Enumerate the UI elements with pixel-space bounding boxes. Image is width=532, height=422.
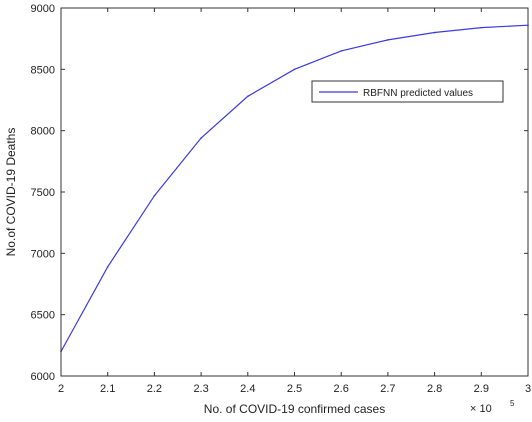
series-line bbox=[60, 24, 529, 352]
x-tick-label: 2.4 bbox=[240, 383, 255, 395]
data-point bbox=[433, 31, 436, 34]
y-tick-label: 7500 bbox=[31, 187, 55, 199]
y-tick-label: 8000 bbox=[31, 126, 55, 138]
data-point bbox=[387, 39, 389, 41]
x-tick-label: 2.9 bbox=[474, 383, 489, 395]
y-tick-label: 6500 bbox=[31, 310, 55, 322]
x-tick-label: 2 bbox=[58, 383, 64, 395]
x-axis-ticks: 2 2.1 2.2 2.3 2.4 2.5 2.6 2.7 2.8 2.9 3 bbox=[58, 8, 531, 395]
x-axis-multiplier-exponent: 5 bbox=[510, 399, 515, 408]
x-axis-label: No. of COVID-19 confirmed cases bbox=[204, 402, 385, 416]
x-tick-label: 2.7 bbox=[380, 383, 395, 395]
y-axis-ticks: 6000 6500 7000 7500 8000 8500 9000 bbox=[31, 3, 528, 383]
y-tick-label: 6000 bbox=[31, 371, 55, 383]
x-tick-label: 2.3 bbox=[193, 383, 208, 395]
x-tick-label: 2.2 bbox=[147, 383, 162, 395]
legend: RBFNN predicted values bbox=[311, 80, 504, 103]
y-tick-label: 7000 bbox=[31, 248, 55, 260]
x-axis-multiplier: × 10 bbox=[470, 403, 492, 415]
data-point bbox=[480, 26, 483, 29]
legend-entry: RBFNN predicted values bbox=[363, 88, 473, 99]
data-point bbox=[247, 95, 249, 98]
y-tick-label: 9000 bbox=[31, 3, 55, 15]
y-axis-label: No.of COVID-19 Deaths bbox=[4, 128, 18, 257]
x-tick-label: 3 bbox=[525, 383, 531, 395]
data-point bbox=[340, 50, 343, 52]
data-point bbox=[106, 266, 109, 268]
plot-frame bbox=[60, 7, 529, 377]
y-tick-label: 8500 bbox=[31, 64, 55, 76]
data-point bbox=[153, 194, 156, 197]
x-tick-label: 2.6 bbox=[334, 383, 349, 395]
x-tick-label: 2.5 bbox=[287, 383, 302, 395]
data-point bbox=[200, 137, 202, 139]
plot-series bbox=[60, 24, 529, 353]
x-tick-label: 2.1 bbox=[100, 383, 115, 395]
legend-box bbox=[311, 80, 504, 103]
x-tick-label: 2.8 bbox=[427, 383, 442, 395]
data-point bbox=[293, 68, 296, 71]
